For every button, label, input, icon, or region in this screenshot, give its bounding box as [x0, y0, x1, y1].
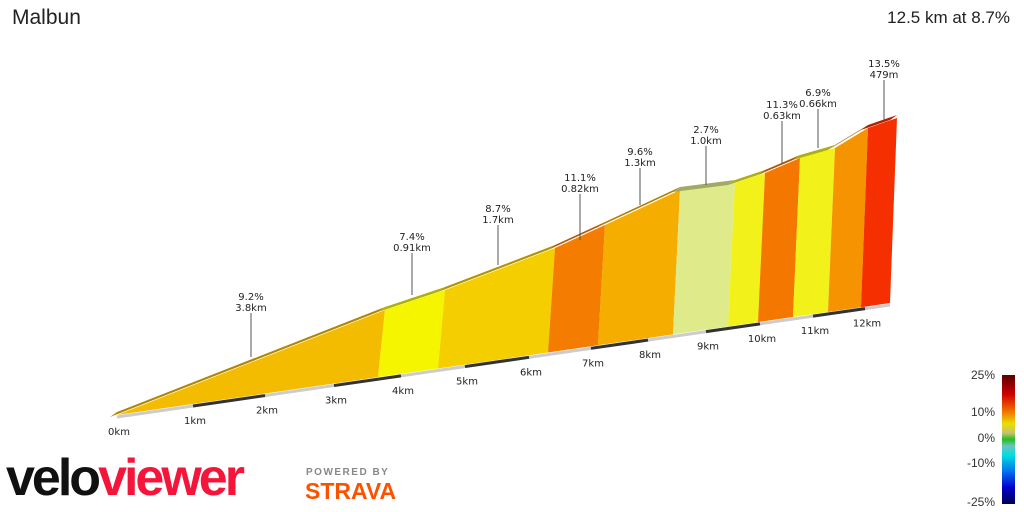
climb-title: Malbun [12, 6, 81, 29]
axis-dash [464, 355, 530, 369]
legend-label: -25% [967, 495, 995, 509]
segment-area [728, 173, 765, 327]
x-tick-label: 10km [748, 334, 776, 345]
x-tick-label: 2km [256, 406, 278, 417]
segment-grade-label: 9.6% [627, 147, 652, 158]
segment-length-label: 0.63km [763, 111, 801, 122]
legend-label: 10% [971, 405, 995, 419]
segment-area [828, 128, 868, 312]
segment-length-label: 3.8km [235, 303, 266, 314]
segment-grade-label: 9.2% [238, 292, 263, 303]
axis-dash [333, 374, 402, 388]
segment-area [673, 183, 735, 335]
climb-summary: 12.5 km at 8.7% [887, 8, 1010, 27]
segment-length-label: 1.3km [624, 158, 655, 169]
segment-length-label: 0.82km [561, 184, 599, 195]
segment-length-label: 0.66km [799, 99, 837, 110]
axis-dash [590, 338, 649, 350]
x-tick-label: 7km [582, 358, 604, 369]
x-tick-label: 8km [639, 350, 661, 361]
segment-area [793, 148, 835, 318]
segment-top-edge [598, 187, 680, 227]
segment-top-edge [728, 170, 765, 185]
segment-length-label: 1.7km [482, 215, 513, 226]
x-tick-label: 12km [853, 319, 881, 330]
segment-grade-label: 6.9% [805, 88, 830, 99]
x-tick-label: 9km [697, 342, 719, 353]
segment-top-edge [110, 307, 385, 417]
segment-top-edge [828, 125, 868, 150]
segment-grade-label: 13.5% [868, 59, 900, 70]
logo-viewer: viewer [98, 449, 245, 507]
segment-grade-label: 2.7% [693, 125, 718, 136]
segment-top-edge [758, 155, 800, 175]
axis-dash [705, 322, 761, 334]
segment-grade-label: 11.1% [564, 173, 596, 184]
segment-length-label: 1.0km [690, 136, 721, 147]
segment-top-edge [378, 287, 445, 312]
logo-velo: velo [6, 449, 101, 507]
strava-logo: STRAVA [305, 478, 397, 504]
segment-grade-label: 11.3% [766, 100, 798, 111]
segment-area [598, 190, 680, 346]
x-tick-label: 0km [108, 427, 130, 438]
grade-color-scale [1002, 375, 1015, 504]
segment-top-edge [793, 145, 835, 160]
segment-top-edge [673, 180, 735, 192]
segment-area [117, 310, 385, 415]
segment-area [378, 290, 445, 378]
x-tick-label: 1km [184, 416, 206, 427]
x-tick-label: 5km [456, 377, 478, 388]
legend-label: 0% [978, 431, 996, 445]
segment-area [758, 158, 800, 323]
segment-grade-label: 8.7% [485, 204, 510, 215]
x-tick-label: 3km [325, 396, 347, 407]
legend-label: -10% [967, 456, 995, 470]
segment-top-edge [548, 222, 605, 250]
segment-length-label: 0.91km [393, 243, 431, 254]
x-tick-label: 4km [392, 386, 414, 397]
axis-dash [812, 307, 866, 318]
segment-area [438, 248, 555, 369]
segment-area [548, 225, 605, 353]
segment-area [861, 118, 897, 308]
segment-grade-label: 7.4% [399, 232, 424, 243]
axis-dash [192, 394, 266, 408]
veloviewer-logo: veloviewer [6, 449, 245, 507]
legend-label: 25% [971, 368, 995, 382]
segment-top-edge [438, 245, 555, 292]
powered-by-label: POWERED BY [306, 467, 390, 478]
x-tick-label: 6km [520, 367, 542, 378]
x-tick-label: 11km [801, 326, 829, 337]
segment-length-label: 479m [870, 70, 899, 81]
segment-top-edge [861, 115, 897, 130]
